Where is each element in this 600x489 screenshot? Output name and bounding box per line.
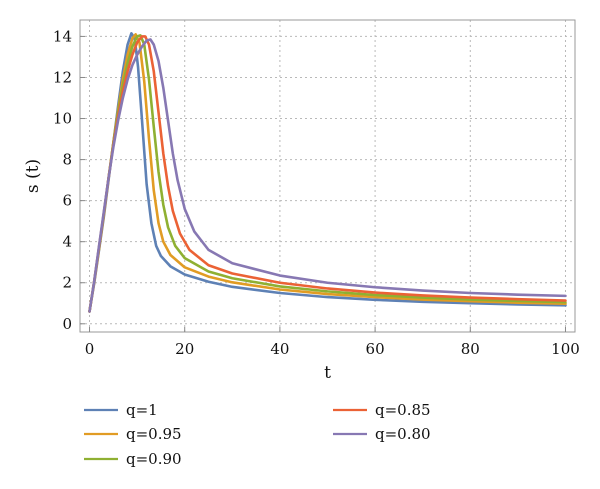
series-line-5 (88, 38, 567, 313)
y-tick-label: 2 (62, 274, 72, 292)
x-tick-label: 0 (85, 340, 95, 358)
y-tick-label: 8 (62, 151, 72, 169)
x-tick-label: 80 (461, 340, 480, 358)
y-tick-label: 12 (53, 68, 72, 86)
legend-label-4: q=0.85 (375, 401, 431, 419)
plot-frame (79, 19, 576, 333)
grid (80, 20, 575, 332)
legend-label-3: q=0.90 (126, 450, 182, 468)
tick-labels: 0 20 40 60 80 100 0 2 4 6 8 10 12 14 (53, 27, 580, 358)
x-tick-label: 100 (551, 340, 580, 358)
y-tick-label: 4 (62, 233, 72, 251)
y-tick-label: 14 (53, 27, 72, 45)
series-lines (88, 32, 567, 313)
y-tick-label: 10 (53, 110, 72, 128)
y-tick-label: 0 (62, 315, 72, 333)
x-axis-title: t (324, 363, 331, 383)
y-axis-title: s (t) (23, 159, 43, 193)
x-tick-label: 40 (270, 340, 289, 358)
legend-label-2: q=0.95 (126, 425, 182, 443)
legend: q=1 q=0.95 q=0.90 q=0.85 q=0.80 (84, 401, 431, 468)
x-tick-label: 20 (175, 340, 194, 358)
legend-label-5: q=0.80 (375, 425, 431, 443)
y-tick-label: 6 (62, 192, 72, 210)
legend-label-1: q=1 (126, 401, 158, 419)
x-tick-label: 60 (366, 340, 385, 358)
